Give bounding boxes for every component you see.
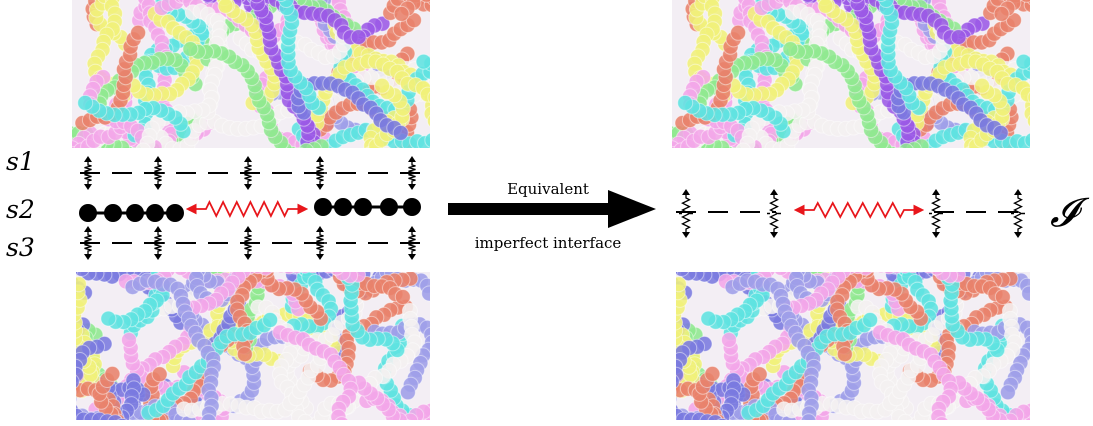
vertical-spring-icon [151, 226, 165, 260]
interface-line [676, 189, 1026, 238]
horizontal-spring-icon [185, 199, 309, 219]
vertical-spring-icon [1011, 189, 1025, 238]
vertical-spring-icon [405, 226, 419, 260]
arrow-label-bottom: imperfect interface [475, 234, 622, 252]
layer-label-s3: s3 [6, 233, 35, 262]
layer-label-s2: s2 [6, 195, 35, 224]
polymer-block-left-top [72, 0, 430, 148]
vertical-spring-icon [81, 156, 95, 190]
vertical-spring-icon [929, 189, 943, 238]
layer-s1-line [80, 156, 428, 190]
vertical-spring-icon [151, 156, 165, 190]
polymer-block-left-bottom [76, 272, 430, 420]
polymer-block-right-top [672, 0, 1030, 148]
left-interface-layers [79, 156, 428, 260]
interface-symbol: 𝓘 [1050, 190, 1090, 236]
equivalence-arrow [448, 190, 656, 228]
bead-chain-icon [79, 204, 184, 222]
right-arrow-icon [448, 203, 612, 215]
layer-s3-line [80, 226, 428, 260]
vertical-spring-icon [241, 226, 255, 260]
vertical-spring-icon [81, 226, 95, 260]
vertical-spring-icon [405, 156, 419, 190]
vertical-spring-icon [241, 156, 255, 190]
right-arrow-head [608, 190, 656, 228]
vertical-spring-icon [313, 226, 327, 260]
vertical-spring-icon [313, 156, 327, 190]
layer-label-s1: s1 [6, 147, 35, 176]
polymer-block-right-bottom [676, 272, 1030, 420]
right-interface-layer [676, 189, 1026, 238]
vertical-spring-icon [767, 189, 781, 238]
arrow-label-top: Equivalent [507, 180, 589, 198]
horizontal-spring-icon [793, 201, 925, 219]
bead-chain-icon [314, 198, 421, 216]
vertical-spring-icon [679, 189, 693, 238]
